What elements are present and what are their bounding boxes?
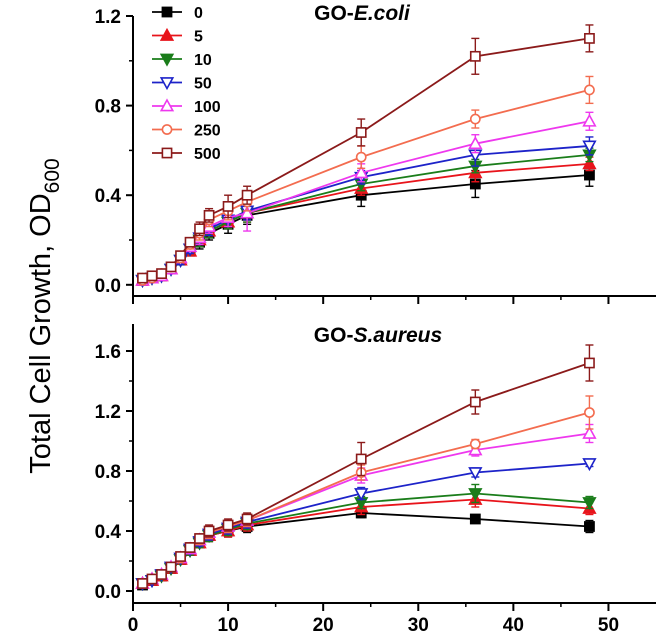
legend-label: 500 (194, 146, 221, 163)
data-point (469, 50, 481, 62)
legend-marker (159, 77, 175, 91)
series-0 (137, 507, 595, 591)
legend-label: 100 (194, 99, 221, 116)
data-point (582, 156, 597, 170)
legend-marker (159, 27, 175, 41)
legend-item-250: 250 (152, 123, 221, 140)
legend-label: 50 (194, 76, 212, 93)
data-point (584, 84, 595, 96)
data-point (194, 223, 205, 235)
data-point (222, 519, 234, 531)
series-line (142, 89, 590, 282)
y-tick-label: 1.6 (95, 342, 121, 363)
data-point (468, 467, 483, 481)
data-point (165, 261, 177, 273)
x-tick-label: 50 (598, 615, 619, 633)
panel-title: GO-E.coli (314, 2, 411, 25)
data-point (241, 513, 253, 525)
legend-label: 0 (194, 5, 203, 22)
x-tick-label: 0 (128, 615, 139, 633)
y-tick-label: 1.2 (95, 7, 121, 28)
y-axis-label-subscript: 600 (41, 158, 64, 193)
y-axis-label: Total Cell Growth, OD600 (25, 158, 64, 473)
legend-item-50: 50 (152, 76, 212, 93)
data-point (194, 533, 205, 544)
legend-item-0: 0 (152, 5, 203, 22)
legend-item-5: 5 (152, 27, 203, 46)
x-tick-label: 40 (503, 615, 524, 633)
data-point (156, 268, 167, 279)
legend-item-500: 500 (152, 146, 221, 163)
data-point (584, 407, 595, 418)
data-point (355, 453, 367, 465)
x-tick-label: 10 (218, 615, 239, 633)
data-point (203, 525, 215, 537)
data-point (468, 136, 483, 150)
data-point (584, 32, 595, 44)
data-point (137, 578, 148, 589)
svg-text:Total Cell Growth, OD600: Total Cell Growth, OD600 (25, 158, 64, 473)
data-point (584, 521, 595, 532)
data-point (175, 250, 186, 262)
legend-marker (161, 147, 173, 159)
legend-label: 10 (194, 52, 212, 69)
data-point (146, 270, 158, 282)
data-point (582, 425, 597, 439)
panel-saureus: 0.0 0.4 0.8 1.2 1.6 0 10 20 30 40 50 GO-S.aureus (95, 324, 656, 633)
data-point (584, 357, 595, 369)
data-point (469, 113, 481, 125)
data-point (156, 569, 167, 580)
legend-marker (159, 53, 175, 67)
data-point (584, 169, 595, 181)
series-line (142, 512, 590, 586)
y-tick-label: 0.0 (95, 582, 121, 603)
panel-ecoli: 0.0 0.4 0.8 1.2 GO-E.coli 0 5 10 50 100 250 500 (95, 2, 656, 304)
data-point (582, 458, 597, 472)
y-tick-label: 0.4 (95, 522, 122, 543)
y-tick-label: 0.4 (95, 186, 122, 207)
y-tick-label: 0.8 (95, 97, 121, 118)
y-tick-label: 0.8 (95, 462, 121, 483)
data-point (175, 551, 186, 562)
data-point (222, 201, 234, 212)
legend-label: 250 (194, 123, 221, 140)
data-point (468, 488, 483, 502)
data-point (203, 209, 215, 221)
data-point (469, 396, 481, 408)
data-point (469, 513, 481, 525)
y-axis-label-main: Total Cell Growth, OD (25, 193, 57, 473)
panel-title: GO-S.aureus (314, 324, 442, 347)
data-point (239, 205, 255, 219)
data-point (165, 561, 177, 573)
series-500 (137, 344, 595, 589)
data-point (184, 542, 196, 553)
x-tick-label: 20 (313, 615, 334, 633)
legend-item-10: 10 (152, 52, 212, 69)
y-tick-label: 0.0 (95, 276, 121, 297)
legend-label: 5 (194, 29, 203, 46)
legend-marker (161, 124, 173, 135)
data-point (582, 140, 597, 154)
data-point (184, 236, 196, 248)
data-point (355, 127, 367, 138)
legend-item-100: 100 (152, 98, 221, 116)
data-point (582, 113, 597, 127)
data-point (582, 497, 597, 511)
data-point (137, 272, 148, 284)
y-tick-label: 1.2 (95, 402, 121, 423)
data-point (241, 189, 253, 201)
legend-marker (159, 98, 175, 112)
legend: 0 5 10 50 100 250 500 (152, 5, 221, 163)
x-tick-label: 30 (408, 615, 429, 633)
legend-marker (161, 6, 173, 18)
series-line (142, 462, 590, 585)
data-point (354, 488, 369, 502)
data-point (146, 573, 158, 585)
data-point (355, 151, 367, 163)
data-point (354, 165, 369, 179)
data-point (469, 438, 481, 450)
series-500 (137, 24, 595, 284)
